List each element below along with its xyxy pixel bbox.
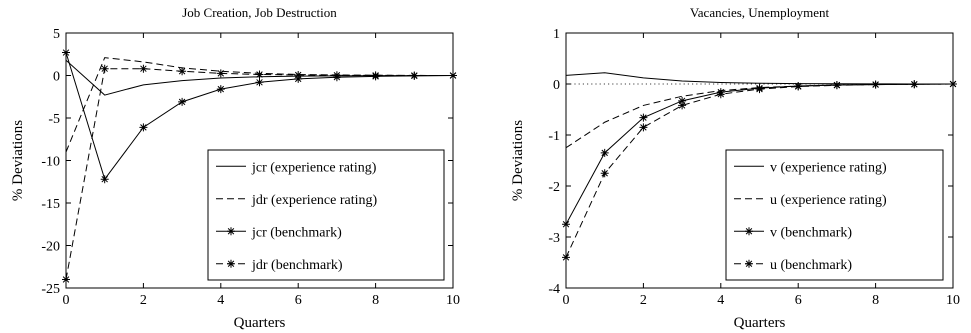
y-axis-label: % Deviations [510,120,526,201]
data-point [216,69,225,78]
data-point [562,220,570,229]
plot-frame [565,32,954,289]
legend-marker [227,259,235,268]
data-point [600,169,609,178]
x-tick-label: 2 [640,293,647,308]
legend-marker [745,227,753,236]
data-point [255,78,264,87]
data-point [449,71,457,80]
data-point [62,48,70,57]
y-tick-label: -4 [548,282,560,297]
legend-entry: v (experience rating) [770,160,887,175]
x-tick-label: 4 [217,293,224,308]
legend: jcr (experience rating) jdr (experience r… [207,149,445,281]
y-tick-label: 1 [553,27,560,42]
x-tick-label: 10 [446,293,460,308]
data-point [678,96,687,105]
y-tick-label: -20 [41,240,60,255]
data-point [600,148,609,157]
data-point [832,81,841,90]
y-tick-label: -15 [41,197,60,212]
legend-box [207,149,445,281]
data-point [755,85,764,94]
data-point [639,113,648,122]
legend-box [725,149,944,281]
legend-entry: u (experience rating) [770,193,887,208]
chart-title: Job Creation, Job Destruction [182,5,337,20]
data-point [62,275,70,284]
chart-job-creation-destruction: Job Creation, Job Destruction Quarters %… [10,5,460,331]
data-point [332,71,341,80]
data-point [794,82,803,91]
legend: v (experience rating) u (experience ratin… [725,149,944,281]
y-tick-label: -1 [548,129,560,144]
x-tick-label: 8 [872,293,879,308]
x-axis-label: Quarters [234,315,286,331]
y-axis-label: % Deviations [10,120,26,201]
y-tick-label: -25 [41,282,60,297]
data-point [100,175,109,184]
y-tick-label: 0 [53,70,60,85]
y-tick-label: 5 [53,27,60,42]
data-point [871,80,880,89]
legend-entry: jdr (experience rating) [251,193,377,208]
data-point [178,67,187,76]
y-tick-label: -3 [548,231,560,246]
legend-marker [745,259,753,268]
x-tick-label: 0 [63,293,70,308]
y-tick-label: -5 [48,112,60,127]
x-tick-label: 4 [717,293,724,308]
series-line-1 [566,72,953,85]
legend-entry: jdr (benchmark) [251,258,343,273]
data-point [216,85,225,94]
data-point [716,90,725,99]
data-point [562,253,570,262]
data-point [139,64,148,73]
y-tick-label: -2 [548,180,560,195]
data-point [639,123,648,132]
data-point [410,71,419,80]
x-axis-label: Quarters [734,315,786,331]
x-tick-label: 0 [563,293,570,308]
data-point [100,64,109,73]
chart-title: Vacancies, Unemployment [690,5,830,20]
x-tick-label: 8 [372,293,379,308]
data-point [371,71,380,80]
x-tick-label: 10 [946,293,960,308]
data-point [910,80,919,89]
data-point [139,123,148,132]
y-tick-label: -10 [41,155,60,170]
series-line-2 [566,83,953,149]
chart-vacancies-unemployment: Vacancies, Unemployment Quarters % Devia… [510,5,960,331]
legend-marker [227,227,235,236]
y-tick-label: 0 [553,78,560,93]
x-tick-label: 6 [295,293,302,308]
legend-entry: jcr (experience rating) [251,160,377,175]
data-point [949,80,957,88]
x-tick-label: 2 [140,293,147,308]
data-point [294,70,303,79]
legend-entry: u (benchmark) [770,258,852,273]
legend-entry: jcr (benchmark) [251,225,342,240]
x-tick-label: 6 [795,293,802,308]
legend-entry: v (benchmark) [770,225,852,240]
data-point [178,97,187,106]
data-point [255,70,264,79]
data-point [678,101,687,110]
